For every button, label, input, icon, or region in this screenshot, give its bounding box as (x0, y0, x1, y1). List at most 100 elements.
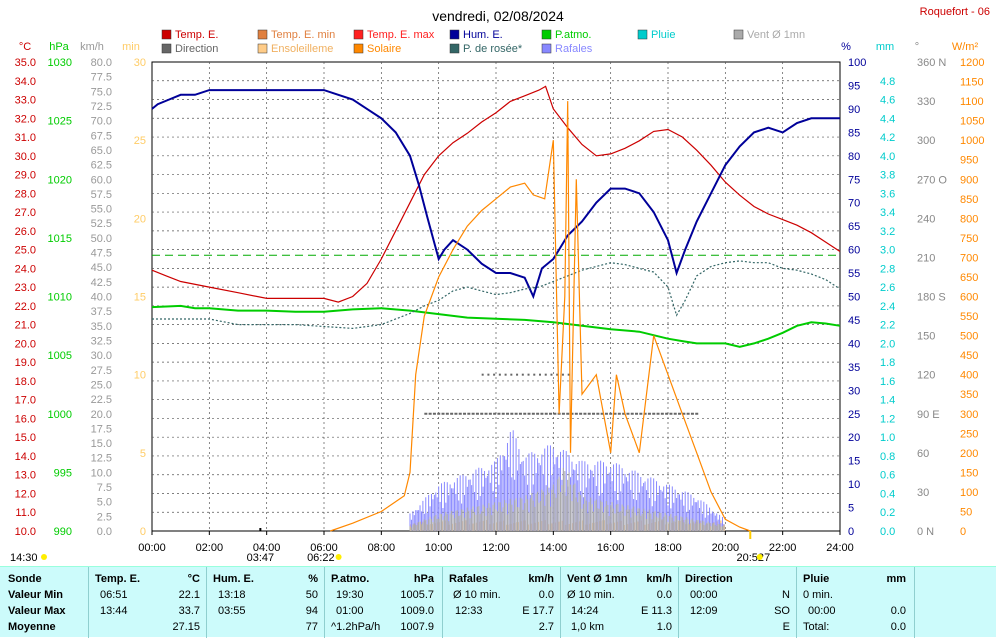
direction-mark (516, 373, 519, 376)
direction-mark (660, 412, 664, 415)
sunshine-bar (571, 523, 574, 531)
sunshine-bar (709, 523, 712, 531)
direction-mark (550, 373, 553, 376)
temp-axis-tick: 32.0 (15, 113, 36, 125)
humidity-axis-tick: 85 (848, 127, 860, 139)
stats-rain-max: 0.0 (890, 605, 906, 617)
rain-axis-tick: 4.0 (880, 151, 895, 163)
direction-mark (454, 412, 458, 415)
humidity-axis-unit: % (841, 41, 851, 53)
direction-mark (536, 412, 540, 415)
direction-mark (480, 412, 484, 415)
direction-mark (695, 412, 699, 415)
direction-axis-tick: 240 (917, 213, 935, 225)
solar-axis-tick: 1000 (960, 135, 984, 147)
temp-axis-tick: 34.0 (15, 76, 36, 88)
direction-mark (475, 412, 479, 415)
wind-axis-tick: 30.0 (91, 350, 112, 362)
legend-label: Solaire (367, 43, 401, 55)
sunshine-bar (657, 521, 660, 531)
humidity-axis-tick: 75 (848, 174, 860, 186)
direction-mark (622, 412, 626, 415)
stats-rain-total-label: Total: (803, 621, 830, 633)
rain-axis-tick: 3.2 (880, 226, 895, 238)
stats-unit-temp: °C (187, 573, 200, 585)
sunrise-marker (335, 554, 342, 560)
stats-temp-avg: 27.15 (172, 621, 200, 633)
dewpoint-line (152, 260, 841, 330)
direction-mark (540, 412, 544, 415)
direction-mark (583, 412, 587, 415)
direction-mark (600, 412, 604, 415)
direction-mark (450, 412, 454, 415)
temp-axis-tick: 20.0 (15, 338, 36, 350)
legend-label: Rafales (555, 43, 593, 55)
stats-wind-avg10: 0.0 (656, 589, 672, 601)
rain-axis-tick: 0.8 (880, 451, 895, 463)
rain-axis-tick: 0.0 (880, 526, 895, 538)
legend-swatch (161, 29, 172, 40)
stats-unit-hum: % (308, 573, 318, 585)
direction-mark (587, 412, 591, 415)
solar-axis-tick: 1100 (960, 96, 984, 108)
direction-mark (673, 412, 677, 415)
direction-axis-tick: 210 (917, 252, 935, 264)
rain-axis-tick: 3.8 (880, 170, 895, 182)
direction-mark (686, 412, 690, 415)
rain-axis-tick: 0.4 (880, 488, 895, 500)
direction-mark (481, 373, 484, 376)
x-tick-label: 18:00 (654, 542, 682, 554)
solar-axis-unit: W/m² (952, 41, 979, 53)
temp-axis-tick: 26.0 (15, 226, 36, 238)
stats-header-rain: Pluie (803, 573, 830, 585)
solar-axis-tick: 850 (960, 194, 978, 206)
sun-axis-unit: min (122, 41, 140, 53)
wind-axis-tick: 40.0 (91, 292, 112, 304)
wind-axis-tick: 17.5 (91, 423, 112, 435)
stats-wind-max: E 11.3 (641, 605, 672, 617)
direction-mark (488, 412, 492, 415)
temp-axis-tick: 23.0 (15, 282, 36, 294)
humidity-axis-tick: 25 (848, 409, 860, 421)
rain-axis-tick: 4.4 (880, 113, 895, 125)
solar-axis-tick: 1200 (960, 57, 984, 69)
solar-line (330, 101, 751, 532)
direction-mark (566, 412, 570, 415)
rain-axis-tick: 3.4 (880, 207, 895, 219)
station-name: Roquefort - 06 (920, 6, 990, 18)
sun-axis-tick: 15 (134, 292, 146, 304)
pressure-axis-tick: 995 (54, 467, 72, 479)
sunshine-bar (451, 523, 454, 531)
moonrise-label: 03:47 (247, 552, 275, 564)
wind-axis-tick: 2.5 (97, 511, 112, 523)
direction-mark (428, 412, 432, 415)
direction-mark (665, 412, 669, 415)
temp-axis-tick: 27.0 (15, 207, 36, 219)
direction-mark (471, 412, 475, 415)
stats-header-patmo: P.atmo. (331, 573, 370, 585)
sunshine-bar (416, 522, 419, 531)
direction-mark (531, 412, 535, 415)
stats-dir-max: SO (774, 605, 790, 617)
wind-axis-tick: 7.5 (97, 482, 112, 494)
temp-line (151, 85, 841, 303)
x-tick-label: 24:00 (826, 542, 854, 554)
x-tick-label: 16:00 (597, 542, 625, 554)
direction-axis-tick: 330 (917, 96, 935, 108)
rain-axis-tick: 4.6 (880, 95, 895, 107)
sunshine-bar (606, 524, 609, 531)
sunrise-label: 06:22 (307, 552, 335, 564)
direction-axis-tick: 180 S (917, 292, 946, 304)
humidity-axis-tick: 50 (848, 292, 860, 304)
humidity-axis-tick: 55 (848, 268, 860, 280)
direction-mark (484, 412, 488, 415)
legend-label: Direction (175, 43, 218, 55)
sunshine-bar (692, 522, 695, 531)
humidity-axis-tick: 20 (848, 432, 860, 444)
legend-label: Ensoleilleme (271, 43, 333, 55)
direction-mark (570, 412, 574, 415)
direction-mark (445, 412, 449, 415)
wind-axis-tick: 67.5 (91, 130, 112, 142)
wind-axis-tick: 75.0 (91, 86, 112, 98)
direction-mark (567, 373, 570, 376)
